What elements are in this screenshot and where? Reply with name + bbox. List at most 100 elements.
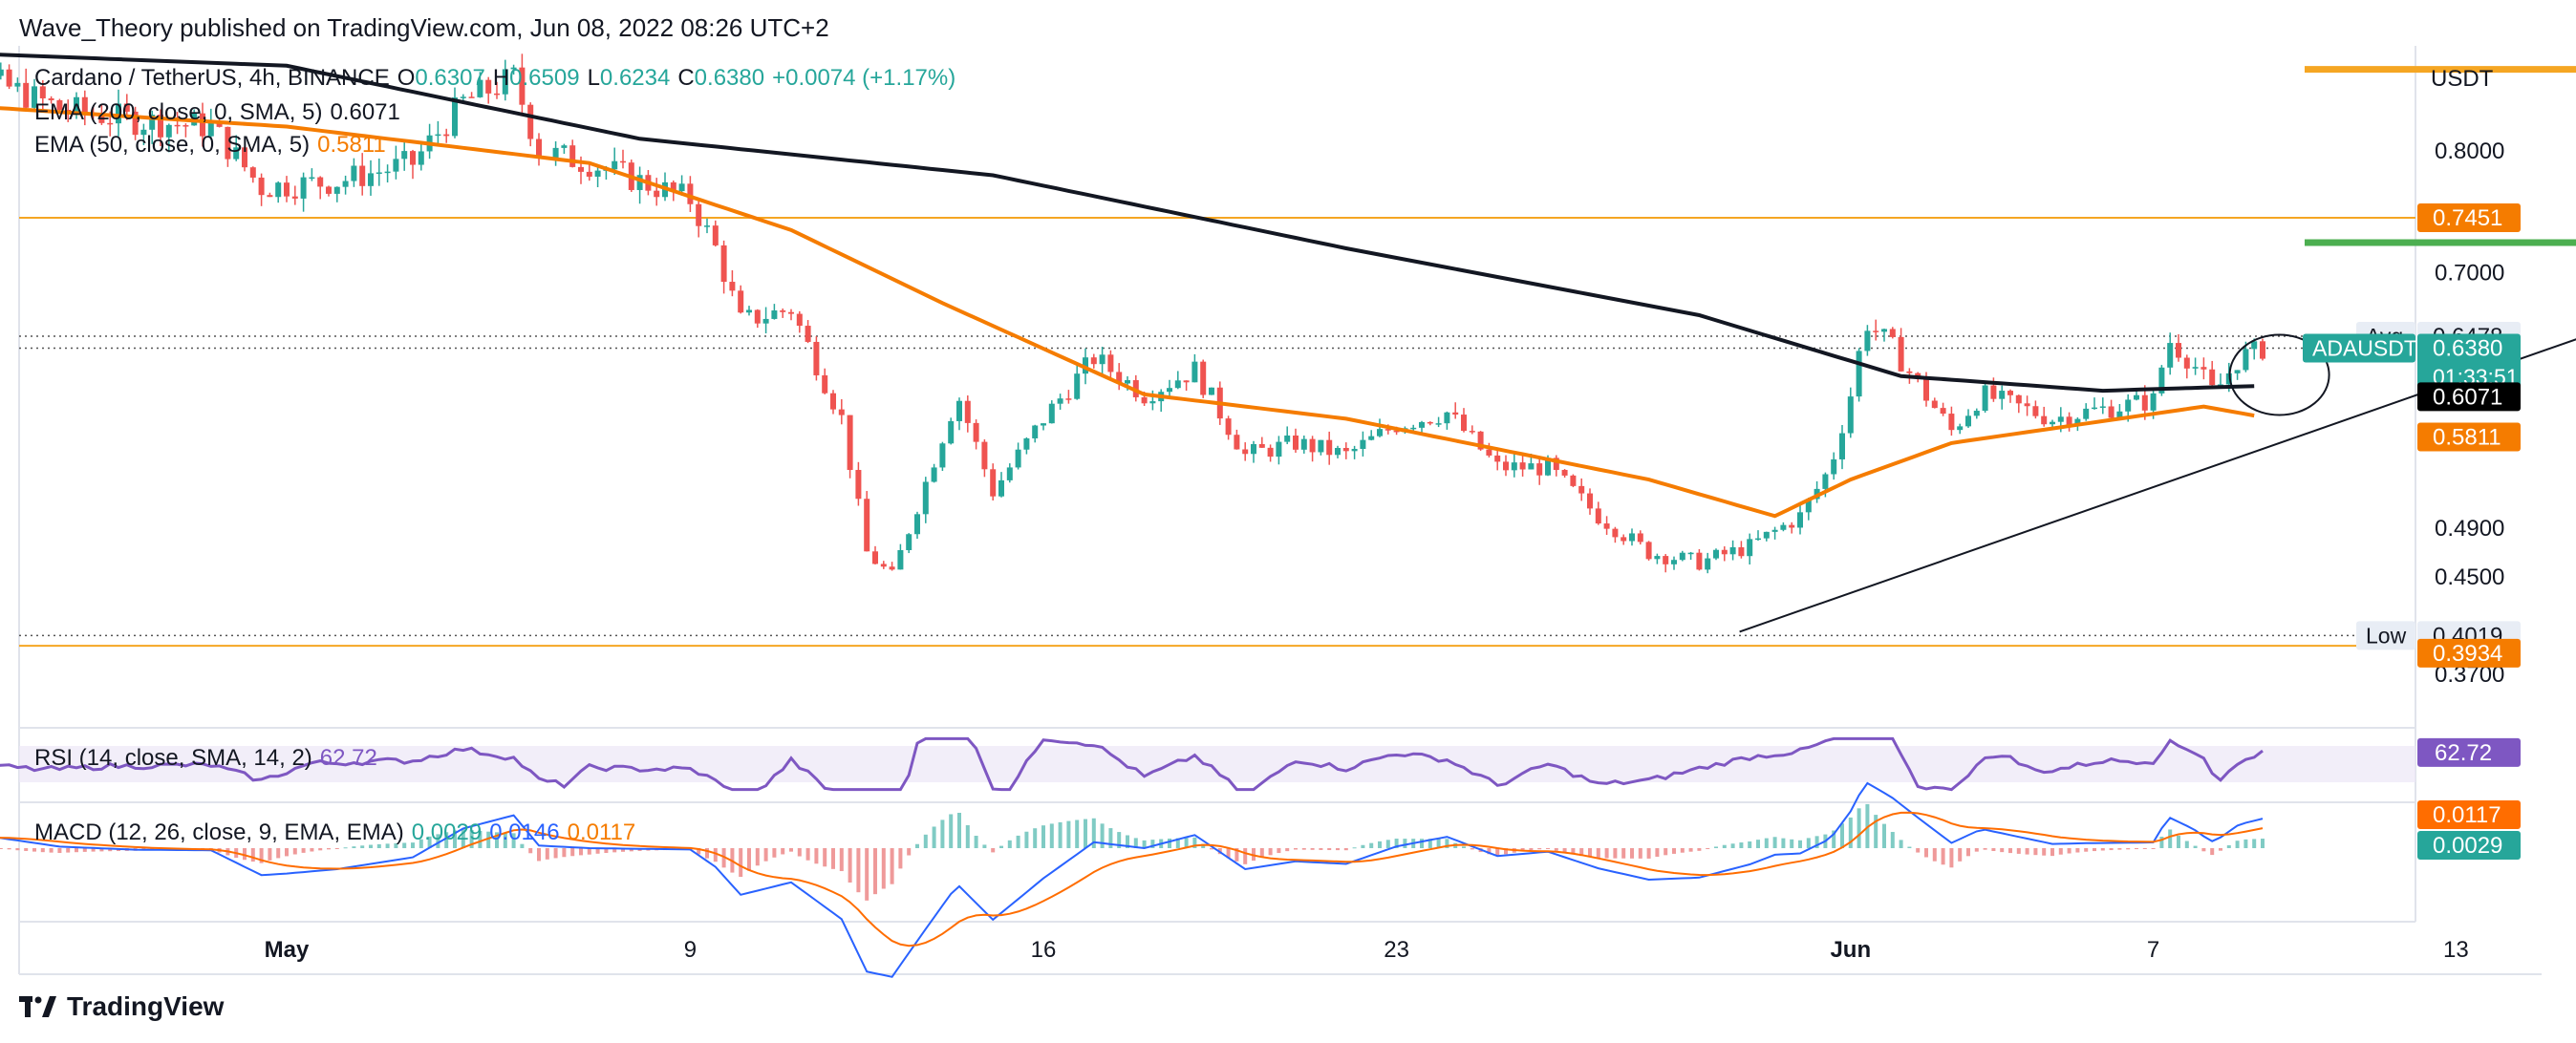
candle[interactable] [1679, 550, 1685, 562]
candle[interactable] [1621, 534, 1627, 545]
candle[interactable] [1191, 353, 1198, 383]
candle[interactable] [1847, 387, 1854, 438]
candle[interactable] [1209, 387, 1214, 395]
candle[interactable] [956, 397, 962, 431]
candle[interactable] [561, 143, 568, 155]
candle[interactable] [1099, 347, 1106, 374]
candle[interactable] [333, 186, 340, 202]
candle[interactable] [418, 141, 424, 171]
candle[interactable] [1789, 522, 1795, 534]
candle[interactable] [1982, 380, 1988, 414]
candle[interactable] [351, 158, 357, 187]
candle[interactable] [805, 320, 811, 344]
candle[interactable] [165, 123, 172, 153]
candle[interactable] [2066, 412, 2072, 432]
candle[interactable] [1696, 548, 1703, 571]
candle[interactable] [981, 439, 988, 478]
candle[interactable] [1258, 436, 1265, 449]
candle[interactable] [712, 220, 719, 247]
candle[interactable] [326, 185, 332, 197]
candle[interactable] [1738, 541, 1745, 559]
candle[interactable] [443, 128, 450, 143]
candle[interactable] [780, 309, 786, 318]
candle[interactable] [2007, 389, 2013, 403]
candle[interactable] [1729, 540, 1736, 561]
candle[interactable] [32, 78, 37, 112]
rsi-legend[interactable]: RSI (14, close, SMA, 14, 2) 62.72 [34, 745, 385, 772]
candle[interactable] [1578, 478, 1585, 501]
candle[interactable] [267, 192, 273, 198]
candle[interactable] [1881, 329, 1887, 342]
macd-line[interactable] [0, 781, 2264, 978]
candle[interactable] [1234, 429, 1240, 450]
candle[interactable] [536, 133, 542, 166]
ema50-legend[interactable]: EMA (50, close, 0, SMA, 5) 0.5811 [34, 132, 394, 159]
candle[interactable] [552, 140, 559, 166]
candle[interactable] [510, 64, 517, 75]
candle[interactable] [527, 102, 534, 147]
candle[interactable] [1671, 556, 1677, 570]
candle[interactable] [1048, 400, 1055, 424]
candle[interactable] [855, 461, 862, 506]
candle[interactable] [519, 53, 526, 114]
candle[interactable] [1326, 431, 1333, 465]
candle[interactable] [1763, 531, 1770, 542]
candle[interactable] [1755, 530, 1761, 542]
candle[interactable] [275, 181, 282, 203]
candle[interactable] [1435, 416, 1442, 428]
candle[interactable] [1503, 455, 1509, 477]
candle[interactable] [1023, 436, 1030, 455]
candle[interactable] [2158, 365, 2165, 396]
candle[interactable] [880, 561, 887, 569]
candle[interactable] [1771, 526, 1778, 540]
candle[interactable] [696, 199, 702, 238]
candle[interactable] [1839, 424, 1845, 470]
candle[interactable] [1183, 380, 1190, 392]
candle[interactable] [1444, 411, 1450, 430]
candle[interactable] [284, 176, 290, 202]
candle[interactable] [1831, 452, 1837, 480]
candle[interactable] [1116, 363, 1123, 391]
candle[interactable] [964, 395, 971, 433]
candle[interactable] [1452, 402, 1459, 419]
candle[interactable] [1721, 546, 1728, 562]
candle[interactable] [1587, 488, 1593, 515]
candle[interactable] [258, 173, 265, 206]
candle[interactable] [939, 441, 946, 471]
candle[interactable] [1015, 442, 1021, 470]
candle[interactable] [393, 145, 399, 180]
candle[interactable] [2167, 332, 2174, 375]
candle[interactable] [140, 123, 147, 145]
candle[interactable] [1687, 551, 1694, 561]
candle[interactable] [0, 62, 4, 80]
ema200-line[interactable] [0, 52, 2255, 394]
candle[interactable] [2083, 403, 2090, 421]
candle[interactable] [636, 166, 643, 204]
highlight-circle[interactable] [2228, 333, 2330, 416]
candle[interactable] [2050, 419, 2055, 428]
candle[interactable] [1368, 430, 1375, 441]
candle[interactable] [376, 159, 382, 186]
candle[interactable] [1284, 426, 1291, 445]
candle[interactable] [931, 463, 937, 483]
candle[interactable] [872, 545, 878, 564]
candle[interactable] [502, 59, 508, 101]
candle[interactable] [81, 90, 88, 126]
candle[interactable] [1519, 454, 1526, 477]
candle[interactable] [401, 141, 408, 171]
candle[interactable] [813, 336, 820, 381]
candle[interactable] [1427, 421, 1433, 426]
candle[interactable] [1090, 353, 1097, 369]
candle[interactable] [300, 172, 307, 212]
candle[interactable] [452, 87, 458, 138]
candle[interactable] [23, 68, 30, 112]
candle[interactable] [317, 176, 324, 200]
candle[interactable] [48, 96, 54, 104]
candle[interactable] [368, 160, 374, 196]
candle[interactable] [2099, 397, 2106, 415]
candle[interactable] [2041, 406, 2048, 427]
candle[interactable] [771, 304, 778, 320]
candle[interactable] [2209, 360, 2216, 388]
candle[interactable] [1200, 359, 1207, 398]
candle[interactable] [822, 368, 828, 394]
